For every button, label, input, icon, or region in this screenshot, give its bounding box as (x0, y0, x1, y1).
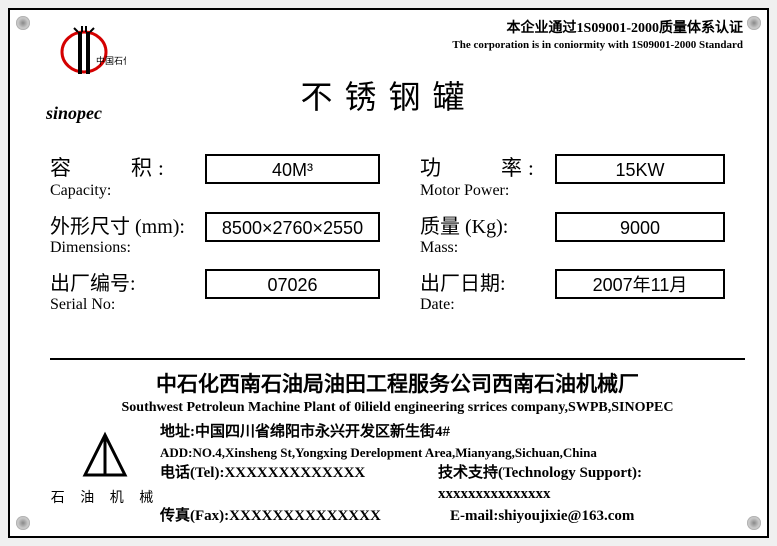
capacity-label-en: Capacity: (50, 182, 205, 200)
address-en: ADD:NO.4,Xinsheng St,Yongxing Derelopmen… (160, 444, 745, 463)
mass-value: 9000 (555, 212, 725, 242)
power-label-cn: 功 率: (420, 152, 555, 182)
svg-text:中国石化: 中国石化 (96, 55, 126, 66)
contact-info: 地址:中国四川省绵阳市永兴开发区新生街4# ADD:NO.4,Xinsheng … (160, 422, 745, 528)
date-label-cn: 出厂日期: (420, 267, 555, 296)
address-cn: 地址:中国四川省绵阳市永兴开发区新生街4# (160, 422, 745, 444)
capacity-value: 40M³ (205, 154, 380, 184)
email: E-mail:shiyoujixie@163.com (450, 506, 634, 528)
mass-label-cn: 质量 (Kg): (420, 210, 555, 239)
dimensions-label-en: Dimensions: (50, 239, 205, 257)
date-value: 2007年11月 (555, 269, 725, 299)
footer-section: 中石化西南石油局油田工程服务公司西南石油机械厂 Southwest Petrol… (50, 358, 745, 528)
dimensions-value: 8500×2760×2550 (205, 212, 380, 242)
power-label-en: Motor Power: (420, 182, 555, 200)
serial-label-en: Serial No: (50, 296, 205, 314)
capacity-label-cn: 容 积: (50, 152, 205, 182)
serial-value: 07026 (205, 269, 380, 299)
nameplate: 本企业通过1S09001-2000质量体系认证 The corporation … (8, 8, 769, 538)
mounting-hole (747, 516, 761, 530)
company-name-cn: 中石化西南石油局油田工程服务公司西南石油机械厂 (50, 368, 745, 398)
cert-cn: 本企业通过1S09001-2000质量体系认证 (452, 20, 743, 38)
tech-support: 技术支持(Technology Support): xxxxxxxxxxxxxx… (438, 463, 745, 507)
power-value: 15KW (555, 154, 725, 184)
fax: 传真(Fax):XXXXXXXXXXXXXX (160, 506, 450, 528)
certification-text: 本企业通过1S09001-2000质量体系认证 The corporation … (452, 20, 743, 52)
mass-label-en: Mass: (420, 239, 555, 257)
logo2-text: 石 油 机 械 (50, 487, 160, 507)
specs-grid: 容 积: Capacity: 40M³ 功 率: Motor Power: 15… (50, 150, 745, 322)
cert-en: The corporation is in coniormity with 1S… (452, 38, 743, 52)
date-label-en: Date: (420, 296, 555, 314)
dimensions-label-cn: 外形尺寸 (mm): (50, 210, 205, 239)
mounting-hole (16, 516, 30, 530)
company-name-en: Southwest Petroleun Machine Plant of 0il… (50, 400, 745, 416)
serial-label-cn: 出厂编号: (50, 267, 205, 296)
product-title: 不锈钢罐 (10, 72, 767, 118)
mounting-hole (747, 16, 761, 30)
machinery-logo: 石 油 机 械 (50, 422, 160, 528)
mounting-hole (16, 16, 30, 30)
tel: 电话(Tel):XXXXXXXXXXXXX (160, 463, 438, 507)
